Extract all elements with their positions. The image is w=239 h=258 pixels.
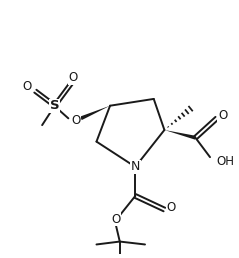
Text: S: S [50, 99, 60, 112]
Text: OH: OH [217, 155, 235, 167]
Text: O: O [22, 80, 31, 93]
Text: O: O [71, 114, 81, 127]
Polygon shape [80, 106, 110, 120]
Text: O: O [218, 109, 227, 122]
Polygon shape [164, 130, 196, 140]
Text: N: N [130, 160, 140, 173]
Text: O: O [167, 201, 176, 214]
Text: O: O [111, 213, 120, 226]
Text: O: O [69, 71, 78, 84]
